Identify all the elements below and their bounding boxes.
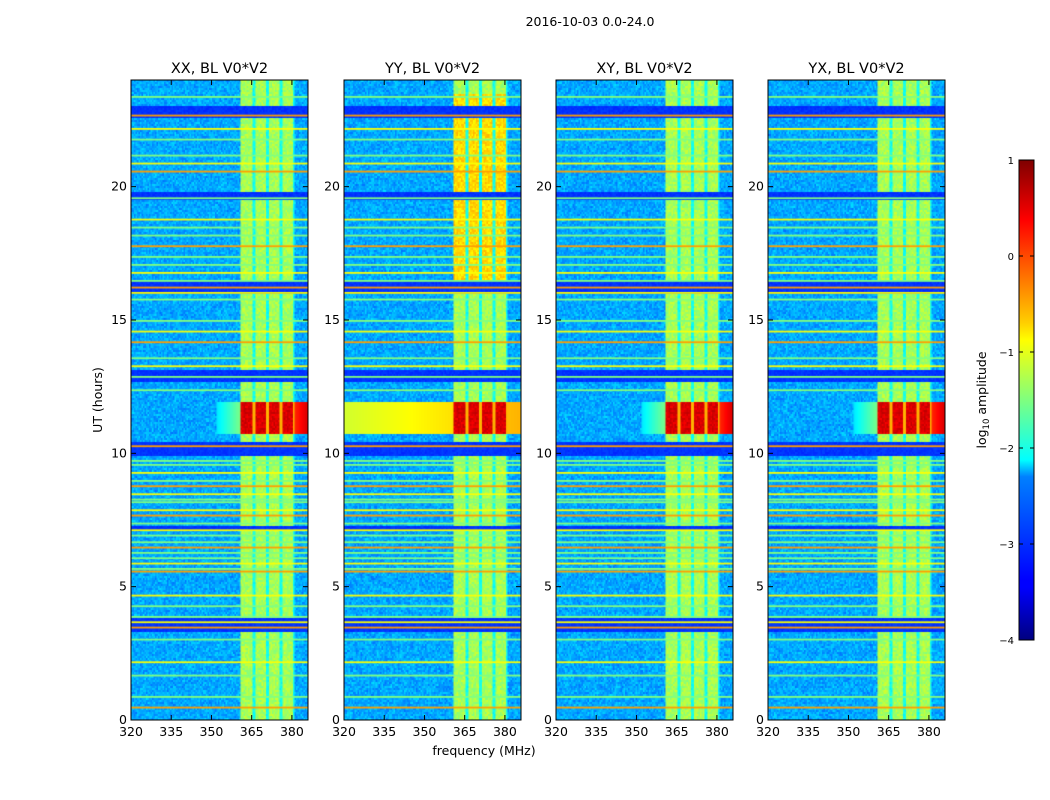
x-tick-label: 380 [917,724,941,739]
y-tick-label: 0 [544,712,552,727]
y-tick-label: 15 [536,312,552,327]
y-tick-label: 15 [111,312,127,327]
x-tick-label: 365 [665,724,689,739]
x-tick-label: 350 [625,724,649,739]
panel-3: XY, BL V0*V2 320 335 350 365 380 0 5 10 15 20 [536,61,734,739]
panel-title: XY, BL V0*V2 [596,61,692,77]
y-tick-label: 5 [756,579,764,594]
panel-4: YX, BL V0*V2 320 335 350 365 380 0 5 10 15 20 [748,61,946,739]
y-tick-label: 0 [332,712,340,727]
x-tick-label: 335 [796,724,820,739]
panel-1: XX, BL V0*V2 320 335 350 365 380 0 5 10 15 20 [111,61,309,739]
colorbar-label-suffix: amplitude [974,351,989,418]
x-tick-label: 335 [159,724,183,739]
colorbar-tick-label: −4 [999,636,1014,647]
x-tick-label: 380 [280,724,304,739]
panel-2: YY, BL V0*V2 320 335 350 365 380 0 5 10 15 20 [324,61,522,739]
panel-title: YY, BL V0*V2 [384,61,480,77]
y-tick-label: 10 [111,445,127,460]
x-tick-label: 365 [240,724,264,739]
y-tick-label: 20 [748,179,764,194]
y-tick-label: 20 [111,179,127,194]
colorbar-gradient [1018,159,1035,641]
colorbar-label: log10 amplitude [974,351,992,448]
y-tick-label: 10 [536,445,552,460]
x-tick-label: 365 [453,724,477,739]
x-tick-label: 335 [584,724,608,739]
panel-title: YX, BL V0*V2 [807,61,904,77]
x-tick-label: 350 [200,724,224,739]
panel-title: XX, BL V0*V2 [171,61,268,77]
panel-frame [343,79,522,721]
x-tick-label: 380 [493,724,517,739]
x-tick-label: 320 [119,724,143,739]
figure-title: 2016-10-03 0.0-24.0 [526,14,655,29]
y-tick-label: 15 [748,312,764,327]
x-axis-label: frequency (MHz) [432,743,535,758]
colorbar-tick-label: −2 [999,444,1014,455]
y-tick-label: 20 [324,179,340,194]
y-tick-label: 5 [544,579,552,594]
y-axis-label: UT (hours) [90,367,105,433]
x-tick-label: 350 [837,724,861,739]
colorbar-label-subscript: 10 [982,419,992,430]
x-tick-label: 320 [544,724,568,739]
heatmap-1 [131,80,308,720]
y-tick-label: 5 [119,579,127,594]
y-tick-label: 0 [119,712,127,727]
panel-frame [767,79,946,721]
heatmap-4 [768,80,945,720]
colorbar-tick-label: −1 [999,348,1014,359]
colorbar-tick-label: 0 [1008,252,1014,263]
y-tick-label: 0 [756,712,764,727]
x-tick-label: 380 [705,724,729,739]
x-tick-label: 350 [413,724,437,739]
heatmap-2 [344,80,521,720]
x-tick-label: 320 [756,724,780,739]
colorbar-ticks: 1 0 −1 −2 −3 −4 [999,156,1034,647]
colorbar-label-prefix: log [974,429,989,448]
y-tick-label: 20 [536,179,552,194]
y-tick-label: 10 [324,445,340,460]
y-tick-label: 15 [324,312,340,327]
y-tick-label: 5 [332,579,340,594]
colorbar-tick-label: 1 [1008,156,1014,167]
heatmap-3 [556,80,733,720]
x-tick-label: 320 [332,724,356,739]
x-tick-label: 365 [877,724,901,739]
colorbar: 10−1−2−3−4 log10 amplitude [974,156,1035,647]
colorbar-tick-label: −3 [999,540,1014,551]
panel-frame [130,79,309,721]
panel-frame [555,79,734,721]
x-tick-label: 335 [372,724,396,739]
y-tick-label: 10 [748,445,764,460]
